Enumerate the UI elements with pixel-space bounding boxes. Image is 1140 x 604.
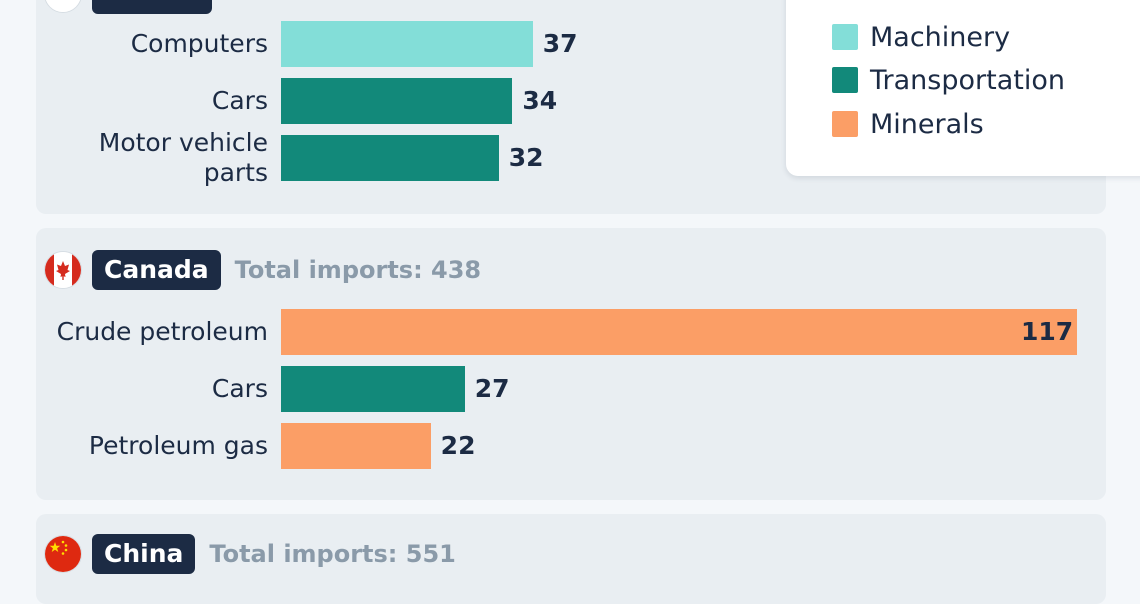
legend-swatch-transportation [832,67,858,93]
bar-value-0-1: 34 [522,86,558,115]
bar-1-1 [281,366,465,412]
bar-value-1-2: 22 [440,431,476,460]
bar-value-1-1: 27 [474,374,510,403]
country-panel-china: China Total imports: 551 [36,514,1106,604]
canada-flag-icon [44,251,82,289]
partially-visible-flag-icon [44,0,82,13]
category-label-0-1: Cars [211,86,268,115]
bar-1-0 [281,309,1077,355]
country-badge-1 [92,0,212,14]
legend-item-minerals: Minerals [832,108,984,140]
total-imports-canada: Total imports: 438 [234,256,482,284]
bar-0-0 [281,21,533,67]
category-label-1-1: Cars [211,374,268,403]
legend-label-minerals: Minerals [870,108,984,140]
country-badge-china: China [92,534,196,574]
bar-value-1-0: 117 [1021,317,1074,346]
legend-item-transportation: Transportation [832,64,1065,96]
legend-label-transportation: Transportation [870,64,1065,96]
total-imports-china: Total imports: 551 [209,540,456,568]
legend-swatch-minerals [832,111,858,137]
bar-value-0-2: 32 [508,143,544,172]
legend: Machinery Transportation Minerals [786,0,1140,176]
country-header-canada: Canada Total imports: 438 [44,250,481,290]
category-label-1-2: Petroleum gas [88,431,268,460]
country-header-1 [44,0,226,14]
bar-0-2 [281,135,499,181]
country-badge-canada: Canada [92,250,221,290]
category-label-1-0: Crude petroleum [56,317,268,346]
category-label-0-2: Motor vehicle parts [98,128,268,187]
legend-swatch-machinery [832,24,858,50]
bar-1-2 [281,423,431,469]
bar-0-1 [281,78,513,124]
category-label-0-0: Computers [130,29,268,58]
country-panel-canada: Canada Total imports: 438 [36,228,1106,500]
country-header-china: China Total imports: 551 [44,534,456,574]
bar-value-0-0: 37 [542,29,578,58]
china-flag-icon [44,535,82,573]
legend-label-machinery: Machinery [870,21,1011,53]
legend-item-machinery: Machinery [832,21,1011,53]
